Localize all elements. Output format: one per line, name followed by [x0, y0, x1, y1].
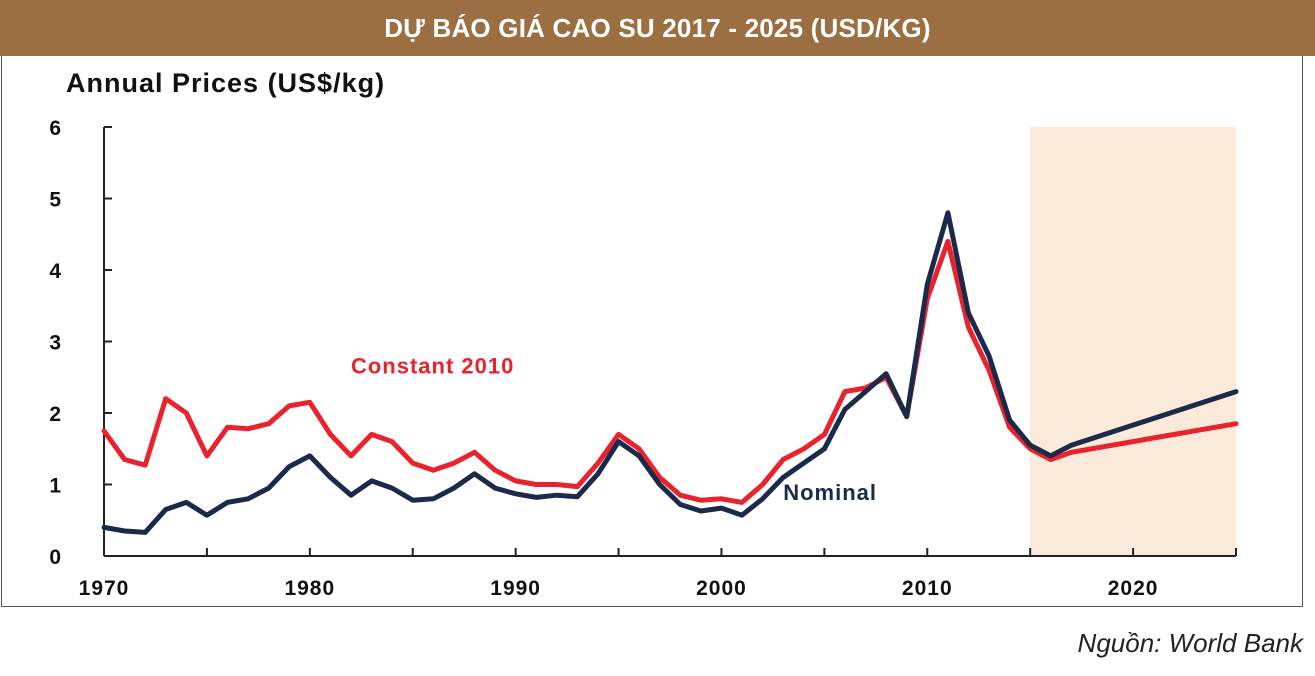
- forecast-shading: [1030, 127, 1236, 556]
- y-tick-label: 2: [49, 403, 62, 426]
- y-tick-label: 5: [49, 189, 62, 212]
- y-tick-label: 6: [49, 117, 62, 140]
- x-tick-label: 1980: [284, 577, 335, 600]
- x-tick-label: 2000: [696, 577, 747, 600]
- x-tick-label: 1970: [79, 577, 130, 600]
- series-label-constant-2010: Constant 2010: [351, 354, 514, 379]
- price-chart: 0 1 2 3 4 5 6 1970 1980 1990 2000 2010 2020 Annual Pr…: [49, 68, 1239, 600]
- x-tick-label: 2010: [902, 577, 953, 600]
- series-label-nominal: Nominal: [783, 480, 877, 505]
- x-tick-label: 1990: [490, 577, 541, 600]
- x-tick-label: 2020: [1108, 577, 1159, 600]
- y-axis-title: Annual Prices (US$/kg): [66, 68, 385, 98]
- y-tick-label: 0: [49, 546, 62, 569]
- y-tick-label: 3: [49, 332, 62, 355]
- y-tick-label: 1: [49, 475, 62, 498]
- chart-banner: DỰ BÁO GIÁ CAO SU 2017 - 2025 (USD/KG): [0, 0, 1315, 56]
- source-note: Nguồn: World Bank: [1077, 628, 1303, 658]
- y-tick-label: 4: [49, 260, 62, 283]
- banner-title: DỰ BÁO GIÁ CAO SU 2017 - 2025 (USD/KG): [384, 12, 931, 43]
